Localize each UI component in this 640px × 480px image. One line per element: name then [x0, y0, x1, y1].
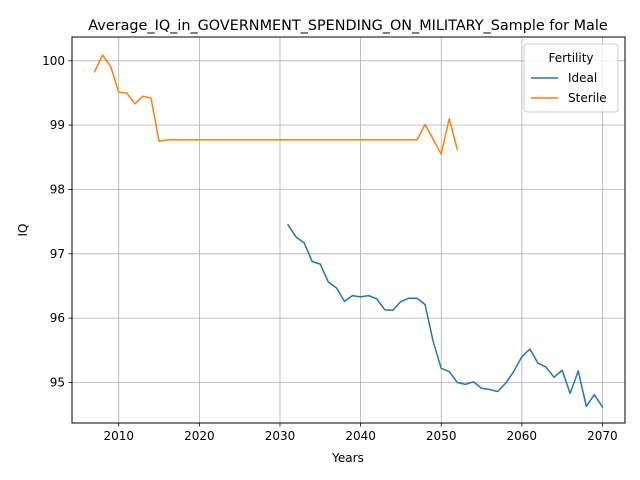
- x-tick-label: 2020: [184, 429, 215, 443]
- legend: Fertility Ideal Sterile: [523, 43, 619, 113]
- x-tick-label: 2070: [587, 429, 618, 443]
- y-tick-label: 99: [50, 118, 65, 132]
- y-tick-label: 97: [50, 247, 65, 261]
- grid-lines: [72, 37, 625, 423]
- legend-label-ideal: Ideal: [568, 71, 597, 85]
- series-line-ideal: [287, 223, 604, 408]
- x-tick-label: 2030: [265, 429, 296, 443]
- x-tick-label: 2010: [103, 429, 134, 443]
- series-line-sterile: [93, 54, 459, 155]
- axis-ticks: 2010 2020 2030 2040 2050 2060 2070 95 96 97 98 99 10…: [42, 54, 618, 443]
- y-tick-label: 100: [42, 54, 65, 68]
- x-tick-label: 2060: [507, 429, 538, 443]
- legend-title: Fertility: [548, 51, 593, 65]
- y-axis-label: IQ: [16, 224, 30, 237]
- plot-series: [93, 54, 604, 408]
- x-axis-label: Years: [331, 451, 364, 465]
- legend-label-sterile: Sterile: [568, 91, 607, 105]
- legend-box: [523, 43, 619, 113]
- x-tick-label: 2050: [426, 429, 457, 443]
- x-tick-label: 2040: [345, 429, 376, 443]
- y-tick-label: 95: [50, 375, 65, 389]
- y-tick-label: 98: [50, 182, 65, 196]
- y-tick-label: 96: [50, 311, 65, 325]
- chart-title: Average_IQ_in_GOVERNMENT_SPENDING_ON_MIL…: [88, 18, 608, 34]
- plot-frame: [71, 36, 626, 424]
